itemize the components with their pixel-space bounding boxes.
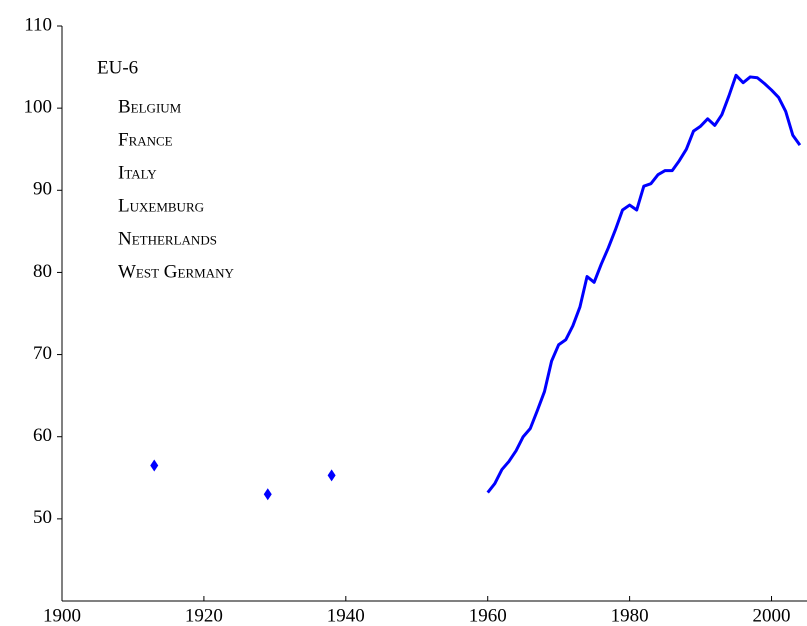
x-tick-label: 1920 [185,605,223,626]
legend-item: Luxemburg [118,195,204,216]
x-tick-label: 1940 [327,605,365,626]
y-tick-label: 60 [33,425,52,446]
y-tick-label: 50 [33,507,52,528]
legend-item: Italy [118,162,157,183]
x-tick-label: 2000 [753,605,791,626]
legend-item: Netherlands [118,228,217,249]
legend-item: Belgium [118,96,182,117]
y-tick-label: 110 [24,14,52,35]
legend: Belgium France Italy Luxemburg Netherlands We… [118,96,234,282]
legend-item: West Germany [118,261,234,282]
x-tick-label: 1980 [611,605,649,626]
data-point [327,469,336,482]
y-tick-label: 100 [24,97,53,118]
y-tick-label: 90 [33,179,52,200]
y-tick-label: 70 [33,343,52,364]
x-tick-label: 1900 [43,605,81,626]
plot-area [150,73,802,501]
legend-title: EU-6 [97,57,138,78]
data-line [486,73,802,494]
legend-item: France [118,129,173,150]
y-tick-label: 80 [33,261,52,282]
data-point [263,488,272,501]
data-point [150,459,159,472]
x-tick-label: 1960 [469,605,507,626]
